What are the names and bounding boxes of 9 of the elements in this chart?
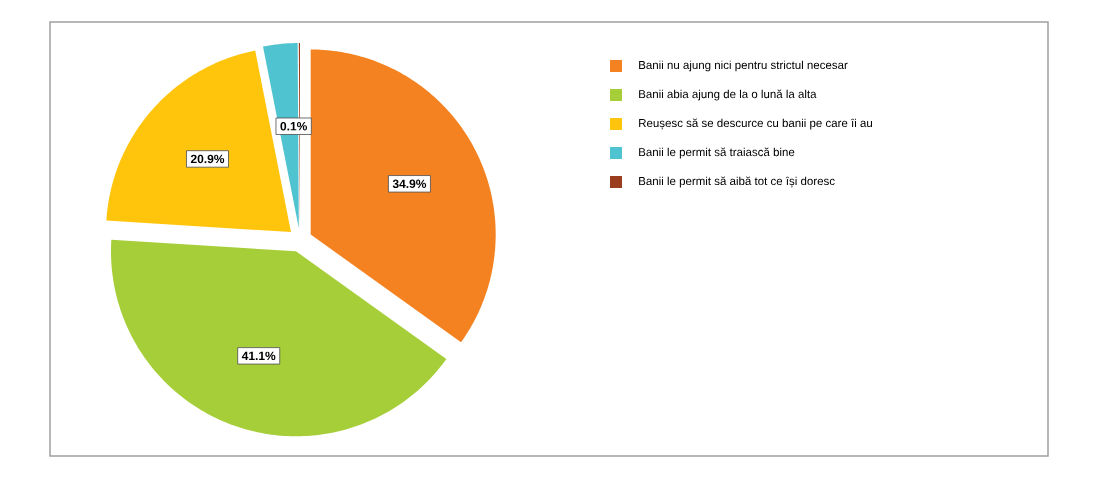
data-label: 41.1%	[241, 351, 276, 361]
legend-label: Banii le permit să aibă tot ce își doresc	[639, 176, 835, 188]
legend-label: Banii abia ajung de la o lună la alta	[639, 89, 817, 101]
data-label: 20.9%	[190, 154, 225, 164]
legend-label: Banii nu ajung nici pentru strictul necesar	[639, 60, 848, 72]
data-label: 34.9%	[392, 179, 427, 189]
data-label: 0.1%	[280, 121, 308, 131]
legend-label: Banii le permit să traiască bine	[639, 147, 795, 159]
legend-label: Reușesc să se descurce cu banii pe care îi au	[639, 118, 872, 130]
